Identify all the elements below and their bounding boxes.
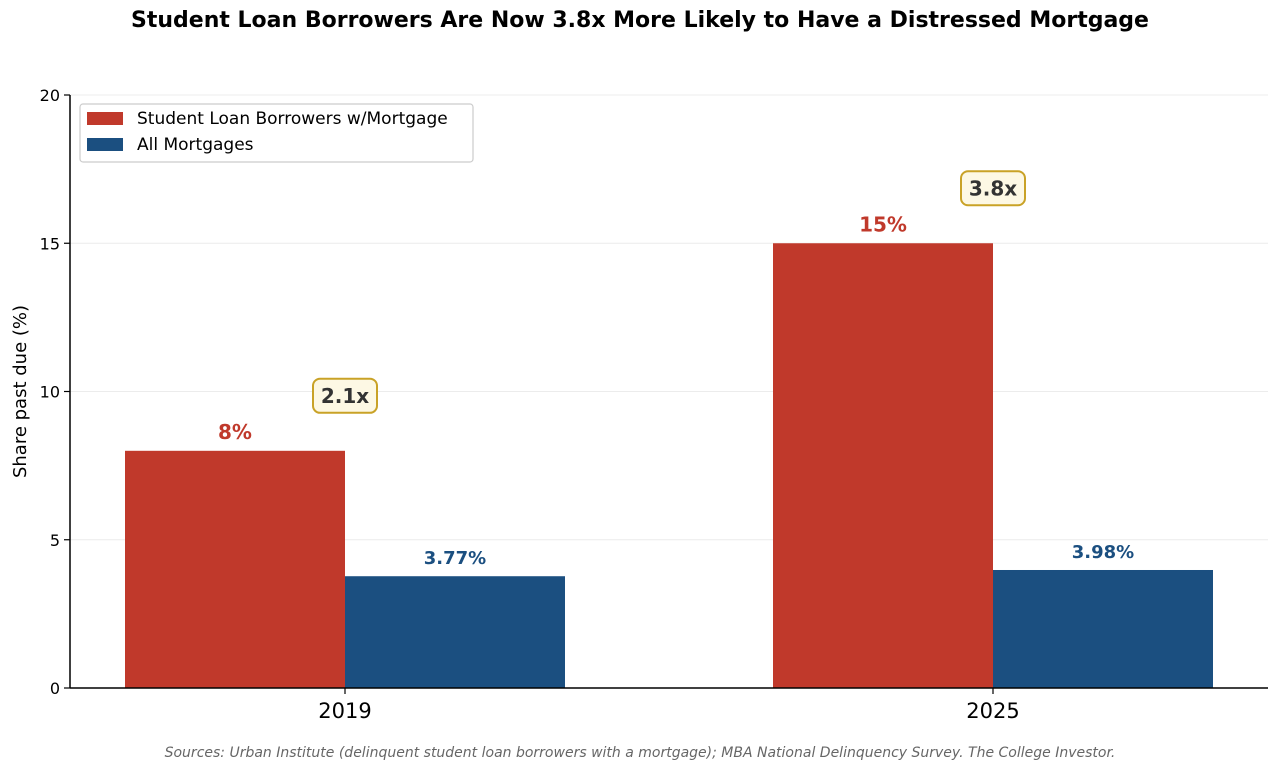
- y-tick-label: 5: [50, 531, 60, 550]
- y-tick-label: 15: [40, 234, 60, 253]
- legend-item: All Mortgages: [87, 135, 254, 155]
- legend-swatch: [87, 138, 123, 151]
- ratio-annotation-text: 3.8x: [969, 176, 1017, 200]
- data-label: 15%: [859, 212, 907, 236]
- ratio-annotation-box: [312, 377, 378, 414]
- ratio-annotation-text: 2.1x: [321, 384, 369, 408]
- y-tick-label: 20: [40, 86, 60, 105]
- legend-label: Student Loan Borrowers w/Mortgage: [137, 109, 448, 129]
- bar: [993, 569, 1213, 688]
- axes: 0 5 10 15 20 2019 2025 Share past due (%): [10, 86, 1268, 723]
- legend-swatch: [87, 112, 123, 125]
- legend-frame: [79, 103, 474, 163]
- source-note: Sources: Urban Institute (delinquent stu…: [164, 745, 1116, 761]
- ratio-annotation: 3.8x: [960, 170, 1026, 207]
- legend: Student Loan Borrowers w/Mortgage All Mor…: [79, 103, 474, 163]
- y-tick-label: 10: [40, 383, 60, 402]
- ratio-annotation-box: [960, 170, 1026, 207]
- x-tick-label: 2019: [318, 699, 371, 723]
- legend-item: Student Loan Borrowers w/Mortgage: [87, 109, 448, 129]
- chart-title: Student Loan Borrowers Are Now 3.8x More…: [131, 8, 1149, 33]
- y-ticks: 0 5 10 15 20: [40, 86, 70, 698]
- data-label: 3.77%: [424, 548, 486, 569]
- y-tick-label: 0: [50, 679, 60, 698]
- data-label: 8%: [218, 420, 252, 444]
- data-label: 3.98%: [1072, 542, 1134, 563]
- data-labels: 8% 3.77% 15% 3.98%: [218, 212, 1134, 569]
- bar: [345, 576, 565, 688]
- x-tick-label: 2025: [966, 699, 1019, 723]
- ratio-annotation: 2.1x: [312, 377, 378, 414]
- x-ticks: 2019 2025: [318, 688, 1020, 723]
- ratio-annotations: 2.1x 3.8x: [312, 170, 1026, 414]
- y-axis-label: Share past due (%): [10, 305, 31, 478]
- legend-label: All Mortgages: [137, 135, 254, 155]
- bar: [125, 450, 345, 688]
- bar: [773, 243, 993, 688]
- bars: [125, 243, 1213, 688]
